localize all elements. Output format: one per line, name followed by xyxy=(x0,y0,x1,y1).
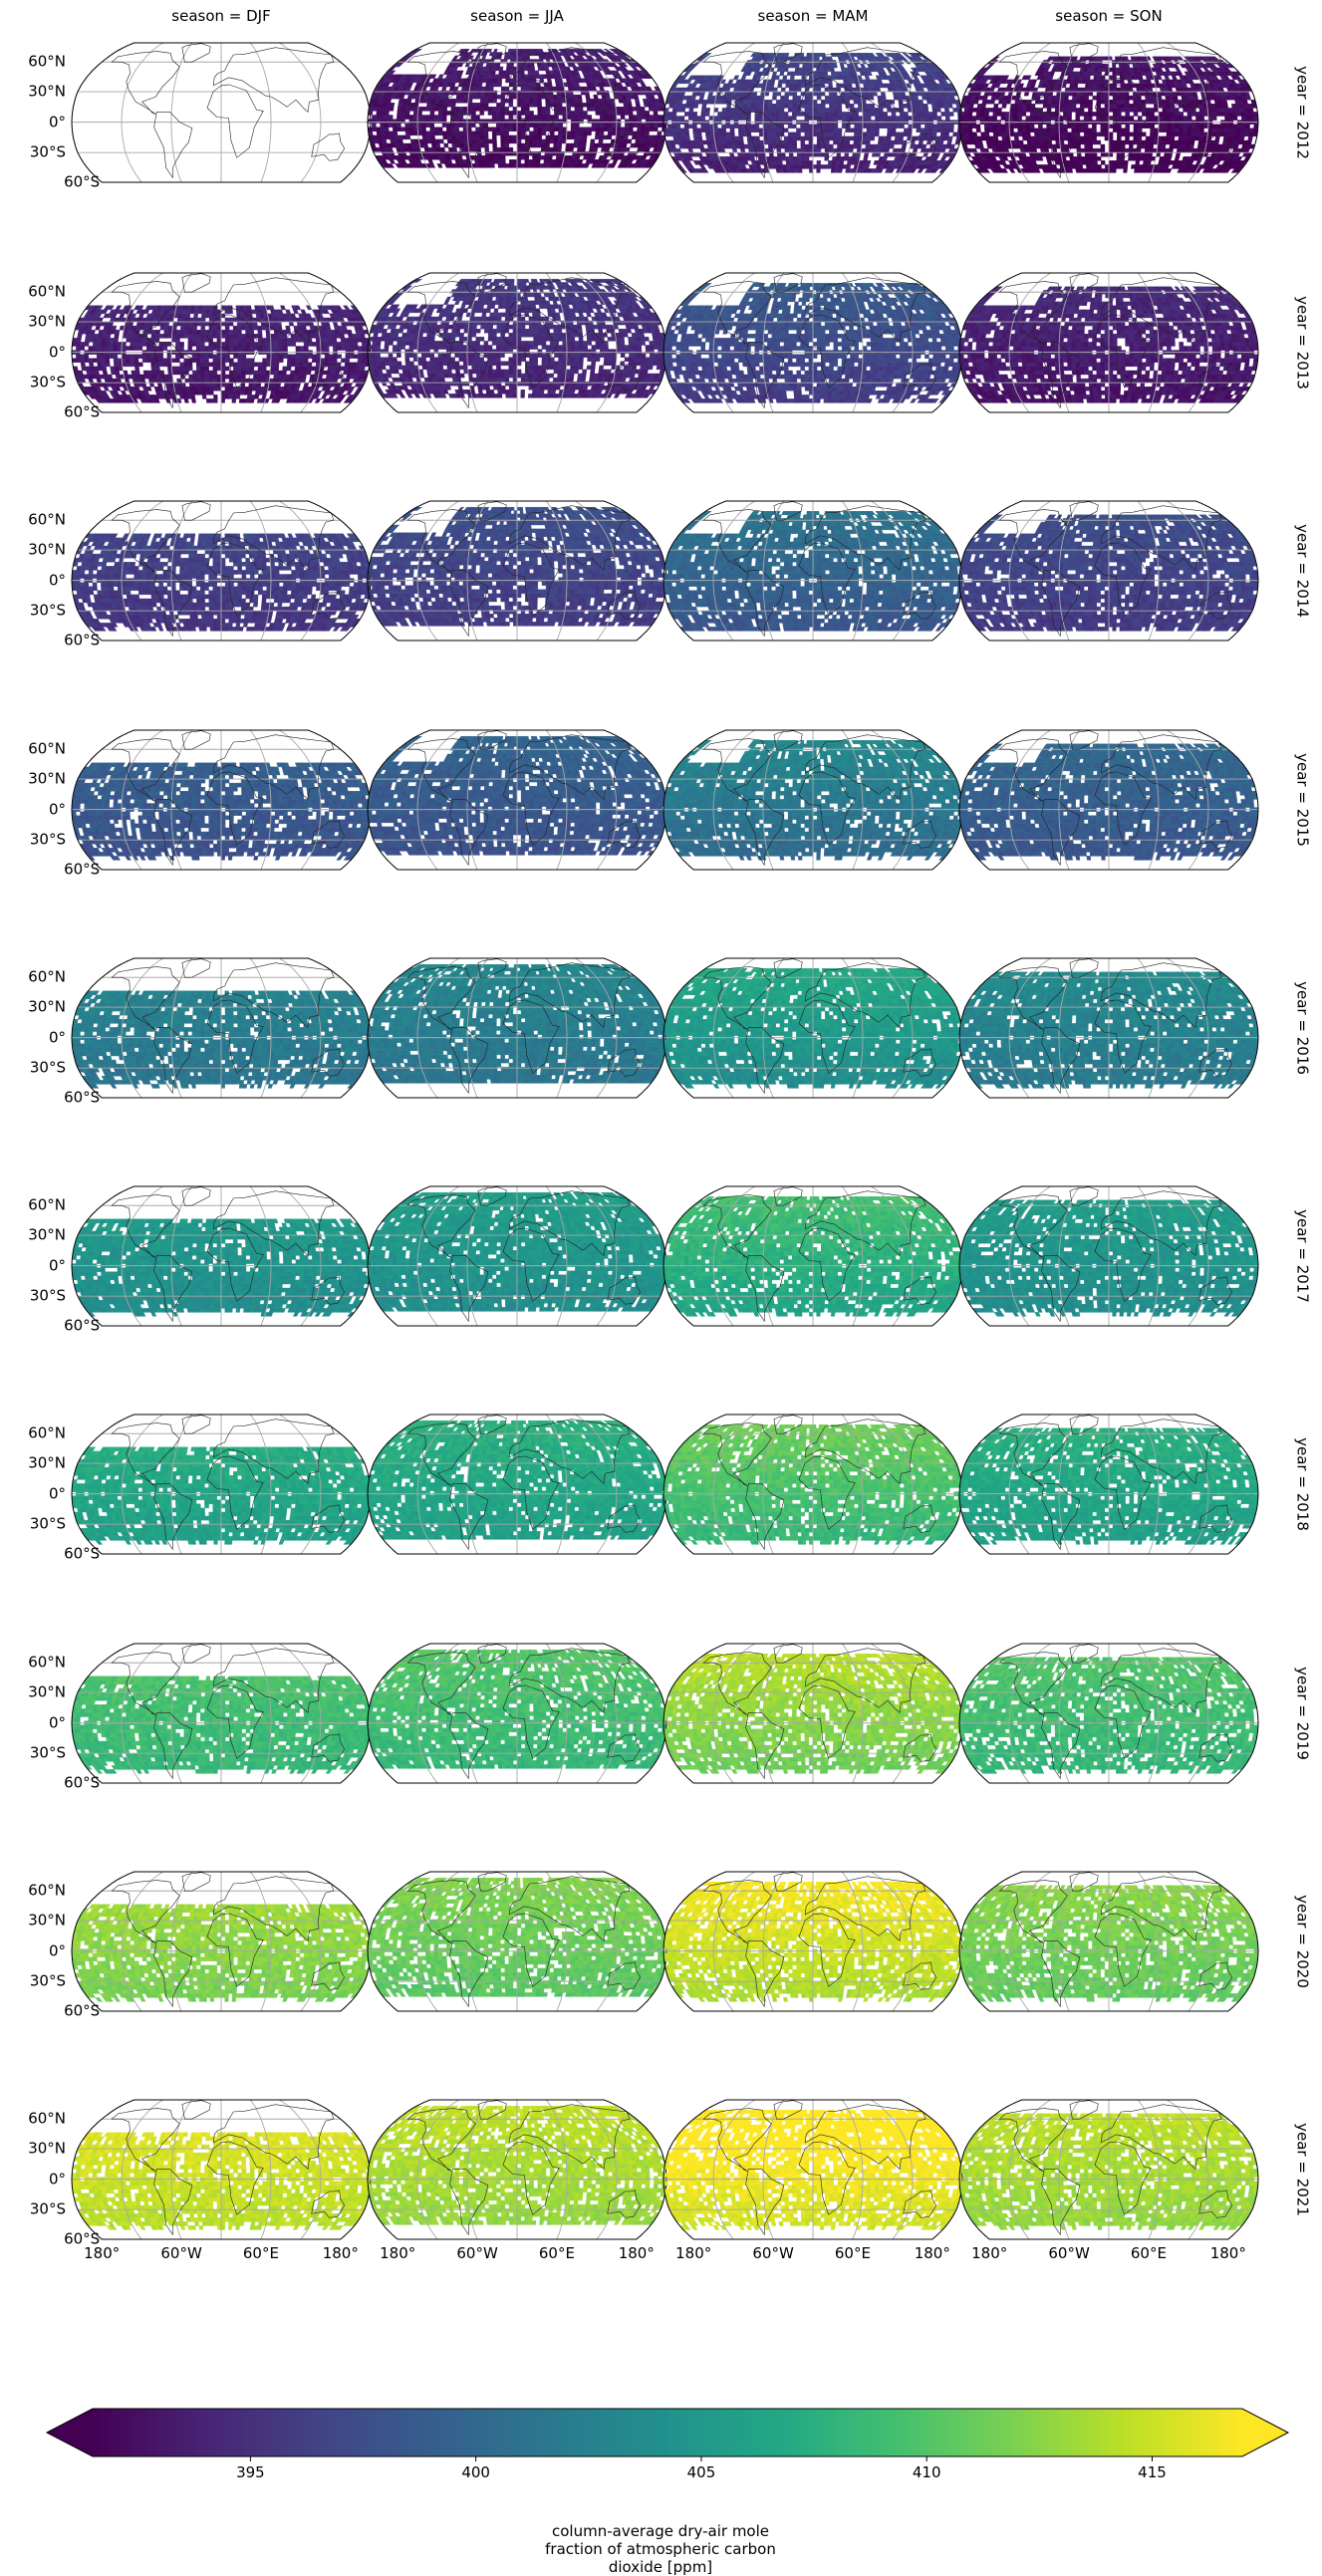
colorbar-tick-label-405: 405 xyxy=(687,2465,716,2480)
colorbar-label: column-average dry-air mole fraction of … xyxy=(461,2522,860,2576)
colorbar-label-line-2: fraction of atmospheric carbon xyxy=(461,2540,860,2558)
colorbar-tick-label-415: 415 xyxy=(1138,2465,1167,2480)
colorbar-gradient xyxy=(93,2409,1242,2456)
colorbar-label-line-1: column-average dry-air mole xyxy=(461,2522,860,2540)
colorbar-tick-label-410: 410 xyxy=(913,2465,941,2480)
colorbar-extend-low xyxy=(47,2409,93,2456)
colorbar-extend-high xyxy=(1242,2409,1288,2456)
colorbar-tick-label-395: 395 xyxy=(236,2465,265,2480)
colorbar-label-line-3: dioxide [ppm] xyxy=(461,2558,860,2576)
colorbar-tick-label-400: 400 xyxy=(461,2465,490,2480)
